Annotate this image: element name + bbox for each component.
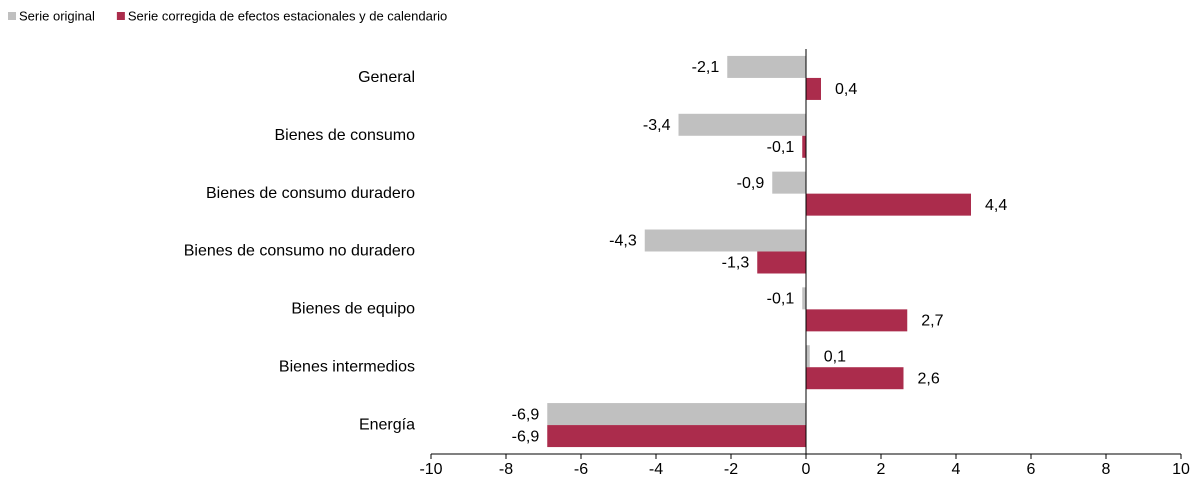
x-tick-label: -4	[649, 461, 663, 478]
bar	[806, 193, 971, 216]
value-label: 4,4	[985, 197, 1007, 214]
legend-label: Serie original	[19, 8, 95, 23]
x-tick-label: -10	[419, 461, 442, 478]
value-label: 0,1	[824, 348, 846, 365]
x-tick-label: -8	[499, 461, 513, 478]
x-tick-label: 4	[952, 461, 961, 478]
value-label: -0,1	[767, 139, 795, 156]
bar	[806, 77, 821, 100]
category-label: Bienes de consumo	[274, 127, 415, 144]
bar	[757, 251, 806, 274]
legend-swatch	[116, 12, 125, 20]
x-tick-label: 0	[802, 461, 811, 478]
bar	[806, 367, 904, 390]
category-label: Bienes de consumo no duradero	[184, 243, 415, 260]
x-tick-label: 2	[877, 461, 886, 478]
category-label: General	[358, 69, 415, 86]
value-label: -4,3	[609, 233, 637, 250]
category-label: Bienes de equipo	[291, 301, 415, 318]
legend-swatch	[8, 12, 16, 20]
value-label: -0,9	[737, 175, 765, 192]
value-label: -1,3	[722, 255, 750, 272]
bar	[727, 55, 806, 78]
bar	[644, 229, 806, 252]
bar	[802, 287, 806, 310]
x-tick-label: 10	[1172, 461, 1190, 478]
value-label: -0,1	[767, 291, 795, 308]
value-label: 2,6	[918, 370, 940, 387]
value-label: -2,1	[692, 59, 720, 76]
bar	[547, 425, 806, 448]
value-label: -6,9	[512, 406, 540, 423]
bar	[547, 403, 806, 426]
x-tick-label: 8	[1102, 461, 1111, 478]
x-tick-label: 6	[1027, 461, 1036, 478]
bar	[802, 135, 806, 158]
bar	[806, 345, 810, 368]
bar	[772, 171, 806, 194]
category-label: Bienes intermedios	[279, 358, 415, 375]
category-label: Energía	[359, 416, 415, 433]
bar	[678, 113, 806, 136]
x-tick-label: -2	[724, 461, 738, 478]
value-label: 0,4	[835, 81, 857, 98]
bar	[806, 309, 908, 332]
legend-label: Serie corregida de efectos estacionales …	[128, 8, 447, 23]
category-label: Bienes de consumo duradero	[206, 185, 415, 202]
value-label: -6,9	[512, 428, 540, 445]
value-label: -3,4	[643, 117, 671, 134]
value-label: 2,7	[921, 313, 943, 330]
x-tick-label: -6	[574, 461, 588, 478]
